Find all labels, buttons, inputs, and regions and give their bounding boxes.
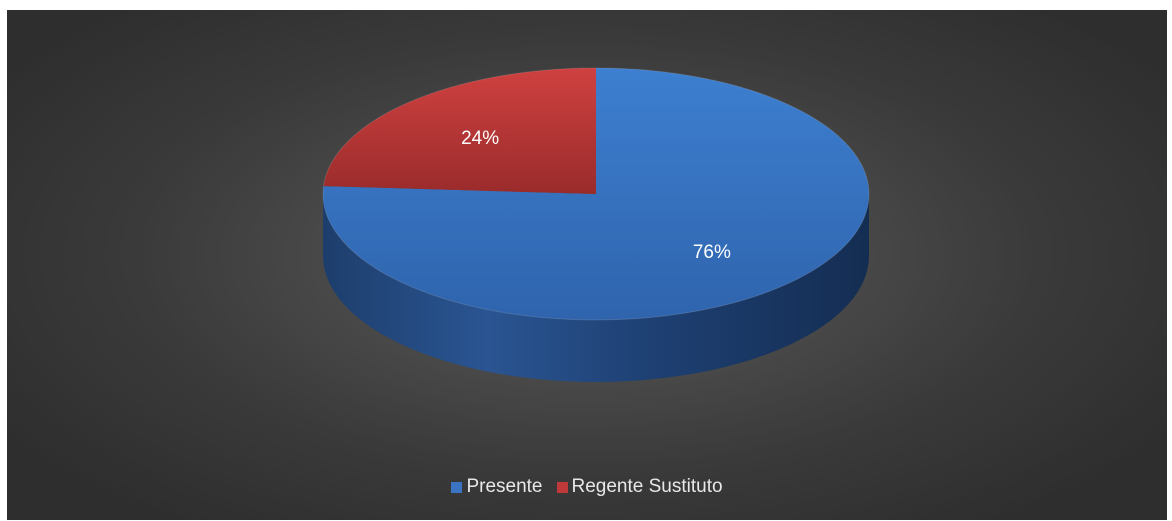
- pie-rim: [322, 67, 870, 321]
- legend-swatch-presente: [451, 481, 463, 493]
- pie-side-wall: [323, 194, 869, 382]
- legend-swatch-regente-sustituto: [556, 481, 568, 493]
- pie-slice-regente-sustituto: [323, 68, 596, 194]
- chart-area: 76% 24% Presente Regente Sustituto: [7, 10, 1167, 520]
- legend-label-regente-sustituto: Regente Sustituto: [571, 476, 723, 497]
- data-label-presente: 76%: [693, 242, 731, 263]
- legend-label-presente: Presente: [466, 476, 543, 497]
- legend-item-regente-sustituto: Regente Sustituto: [556, 476, 723, 498]
- pie-chart: 76% 24%: [322, 67, 870, 382]
- legend-item-presente: Presente: [451, 476, 543, 498]
- data-label-regente-sustituto: 24%: [461, 128, 499, 149]
- legend: Presente Regente Sustituto: [7, 476, 1167, 498]
